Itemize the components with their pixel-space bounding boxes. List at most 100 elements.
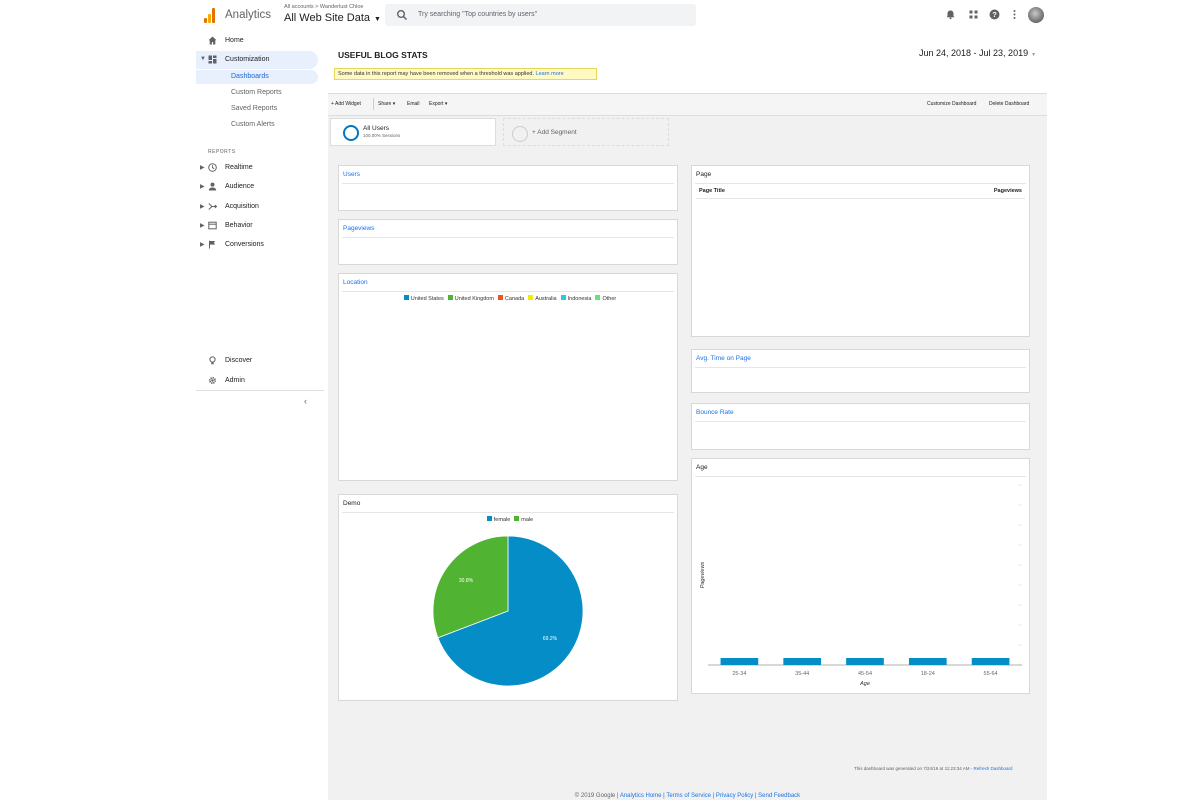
export-button[interactable]: Export ▾ [429,101,448,107]
segment-circle-icon [343,125,359,141]
widget-age: Age 25-34 35-44 45-54 18-24 55-64 Age Pageview… [691,458,1030,694]
dashboard-toolbar: + Add Widget Share ▾ Email Export ▾ Cust… [328,93,1047,116]
widget-title[interactable]: Age [696,464,708,471]
sidebar-item-label: Customization [225,56,270,63]
sidebar-item-home[interactable]: Home [196,32,318,50]
widget-bounce-rate: Bounce Rate [691,403,1030,450]
location-legend-item[interactable]: Other [591,295,616,302]
demo-legend-item[interactable]: female [483,516,511,523]
widget-users: Users [338,165,678,211]
page-title-column-header[interactable]: Page Title [699,188,725,194]
sidebar-item-conversions[interactable]: ▶ Conversions [196,236,318,254]
widget-title[interactable]: Avg. Time on Page [696,355,751,362]
sidebar-item-behavior[interactable]: ▶ Behavior [196,217,318,235]
footer-link-feedback[interactable]: Send Feedback [758,793,801,799]
footer-link-terms[interactable]: Terms of Service [666,793,711,799]
sidebar-item-acquisition[interactable]: ▶ Acquisition [196,198,318,216]
date-range-picker[interactable]: Jun 24, 2018 - Jul 23, 2019 ▼ [919,48,1043,62]
refresh-dashboard-link[interactable]: Refresh Dashboard [973,766,1013,771]
legend-swatch [447,295,453,300]
bell-icon[interactable] [945,9,956,20]
share-button[interactable]: Share ▾ [378,101,396,107]
view-selector[interactable]: All Web Site Data ▼ [284,12,381,24]
location-legend-item[interactable]: Australia [524,295,557,302]
sidebar-item-discover[interactable]: Discover [196,352,318,370]
collapse-sidebar-icon[interactable]: ‹ [304,396,307,406]
help-icon[interactable]: ? [989,9,1000,20]
widget-avg-time-on-page: Avg. Time on Page [691,349,1030,393]
generated-text: This dashboard was generated on 7/24/19 … [854,766,973,771]
demo-legend: female male [339,516,677,523]
widget-title[interactable]: Demo [343,500,361,507]
sidebar-item-realtime[interactable]: ▶ Realtime [196,159,318,177]
bar-35-44[interactable] [783,658,822,665]
sidebar-item-admin[interactable]: Admin [196,372,318,390]
bar-55-64[interactable] [971,658,1010,665]
sidebar-item-label: Discover [225,357,253,364]
bar-45-54[interactable] [846,658,884,665]
widget-title[interactable]: Location [343,279,368,286]
acquisition-icon [208,203,217,210]
sidebar-item-custom-alerts[interactable]: Custom Alerts [196,118,318,132]
sidebar-item-audience[interactable]: ▶ Audience [196,178,318,196]
footer-link-analytics-home[interactable]: Analytics Home [619,793,662,799]
caret-right-icon: ▶ [200,165,205,171]
email-button[interactable]: Email [407,101,420,107]
avatar[interactable] [1028,7,1044,23]
footer-link-privacy[interactable]: Privacy Policy [715,793,754,799]
widget-title[interactable]: Users [343,171,360,178]
demo-legend-item[interactable]: male [510,516,533,523]
gear-icon [209,377,216,384]
bar-18-24[interactable] [908,658,947,665]
pie-slice-female[interactable] [437,535,584,687]
legend-swatch [528,295,534,300]
widget-title[interactable]: Page [696,171,712,178]
legend-swatch [514,516,520,521]
chevron-down-icon: ▼ [1031,52,1037,58]
location-legend-item[interactable]: United States [400,295,444,302]
view-name: All Web Site Data [284,12,371,24]
segment-all-users[interactable]: All Users 100.00% Sessions [330,118,496,146]
notice-text: Some data in this report may have been r… [338,71,534,77]
date-range-text: Jun 24, 2018 - Jul 23, 2019 [919,48,1029,58]
widget-divider [695,183,1026,184]
breadcrumb[interactable]: All accounts > Wanderlust Chloe [284,4,364,10]
page-title: USEFUL BLOG STATS [338,50,428,60]
add-segment-button[interactable]: + Add Segment [503,118,669,146]
search-icon [397,10,408,21]
analytics-logo[interactable] [204,8,216,23]
flag-icon [209,240,215,249]
more-vert-icon[interactable] [1009,9,1020,20]
toolbar-divider [373,98,374,110]
location-legend-item[interactable]: Indonesia [557,295,591,302]
widget-title[interactable]: Bounce Rate [696,409,734,416]
dashboard-generated-note: This dashboard was generated on 7/24/19 … [854,766,1013,771]
add-segment-label: + Add Segment [532,129,577,136]
widget-pageviews: Pageviews [338,219,678,265]
bar-25-34[interactable] [720,658,759,665]
table-header-divider [696,198,1025,199]
widget-page: Page Page Title Pageviews [691,165,1030,337]
legend-label: female [493,516,511,523]
sidebar-item-custom-reports[interactable]: Custom Reports [196,86,318,100]
sidebar-item-customization[interactable]: ▼ Customization [196,51,318,69]
sidebar-item-saved-reports[interactable]: Saved Reports [196,102,318,116]
search-bar[interactable]: Try searching "Top countries by users" [385,4,696,26]
widget-title[interactable]: Pageviews [343,225,375,232]
learn-more-link[interactable]: Learn more [535,71,564,77]
pie-slice-male[interactable] [432,535,509,639]
customize-dashboard-button[interactable]: Customize Dashboard [927,101,977,107]
apps-grid-icon[interactable] [968,9,979,20]
delete-dashboard-button[interactable]: Delete Dashboard [989,101,1030,107]
location-legend-item[interactable]: United Kingdom [444,295,494,302]
add-widget-button[interactable]: + Add Widget [331,101,361,107]
sidebar-item-label: Saved Reports [231,105,278,112]
x-axis-label: Age [859,681,870,687]
sidebar-item-dashboards[interactable]: Dashboards [196,70,318,84]
location-legend-item[interactable]: Canada [494,295,524,302]
caret-right-icon: ▶ [200,242,205,248]
clock-icon [208,163,217,172]
sidebar-divider [196,390,324,391]
svg-text:?: ? [992,10,997,19]
pageviews-column-header[interactable]: Pageviews [993,188,1022,194]
